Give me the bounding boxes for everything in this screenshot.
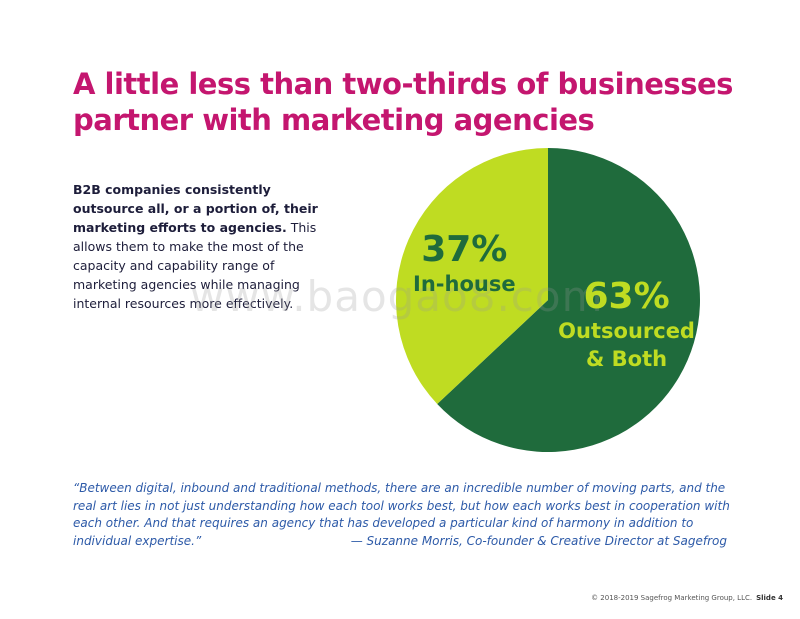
- footer: © 2018-2019 Sagefrog Marketing Group, LL…: [591, 594, 783, 602]
- quote-attribution: — Suzanne Morris, Co-founder & Creative …: [350, 534, 727, 548]
- pie-slice: [396, 148, 548, 405]
- body-bold: B2B companies consistently outsource all…: [73, 182, 318, 235]
- pie-slice: [437, 148, 700, 452]
- slice-label: 63% Outsourced & Both: [552, 277, 702, 373]
- copyright: © 2018-2019 Sagefrog Marketing Group, LL…: [591, 594, 753, 602]
- slice-category: In-house: [413, 271, 516, 296]
- slice-label: 37% In-house: [399, 228, 529, 298]
- body-text: B2B companies consistently outsource all…: [73, 180, 335, 313]
- slice-value: 63%: [583, 276, 670, 318]
- slide-number: Slide 4: [756, 594, 783, 602]
- slice-value: 37%: [421, 228, 508, 270]
- quote: “Between digital, inbound and traditiona…: [73, 481, 730, 548]
- slice-category: Outsourced & Both: [558, 319, 695, 372]
- watermark: www.baogao8.com: [190, 272, 604, 321]
- body-normal: This allows them to make the most of the…: [73, 220, 317, 311]
- slide-title: A little less than two-thirds of busines…: [73, 67, 733, 137]
